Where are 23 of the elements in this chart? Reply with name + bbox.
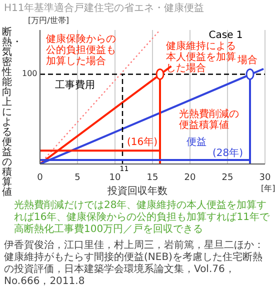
chart-title: H11年基準適合戸建住宅の省エネ・健康便益 bbox=[4, 2, 204, 15]
x-tick-label: 20 bbox=[183, 173, 197, 183]
x-tick-label: 25 bbox=[220, 173, 234, 183]
annotation: 便益 bbox=[186, 137, 208, 148]
text: 光熱費削減だけでは28年、健康維持の本人便益を加算すれば16年、健康保険からの公的負担も加算すれば11年で高断熱化工事費100万円／戸を回収できる bbox=[14, 200, 270, 236]
annotation: (16年) bbox=[127, 137, 159, 148]
x-axis-title: 投資回収年数 bbox=[108, 186, 168, 197]
x-tick-label: 5 bbox=[74, 173, 82, 183]
x-tick-label: 15 bbox=[146, 173, 160, 183]
text: 伊香賀俊治，江口里佳，村上周三，岩前篤，星旦二ほか：健康維持がもたらす間接的便益(NEB)を考慮した住宅断熱の投資評価，日本建築学会環境系論文集，Vol.76，No.666，2011.8 bbox=[4, 240, 265, 288]
annotation: Case 1 bbox=[208, 30, 244, 41]
text: 断熱・気密性能向上による便益の積算値 bbox=[2, 27, 22, 198]
annotation: 光熱費削減の便益積算値 bbox=[178, 108, 240, 131]
text: [万円/世帯] bbox=[28, 15, 69, 26]
x-tick-label: 0 bbox=[36, 173, 44, 183]
annotation: (28年) bbox=[212, 148, 244, 159]
annotation: 場合 bbox=[237, 55, 258, 66]
x-tick-label: 30 bbox=[258, 173, 272, 183]
annotation: 工事費用 bbox=[55, 80, 96, 91]
x-tick-label: 10 bbox=[108, 173, 122, 183]
text: [年] bbox=[261, 184, 275, 194]
annotation: 健康保険からの公的負担便益も加算した場合 bbox=[46, 34, 116, 67]
text: 100 bbox=[22, 69, 38, 78]
